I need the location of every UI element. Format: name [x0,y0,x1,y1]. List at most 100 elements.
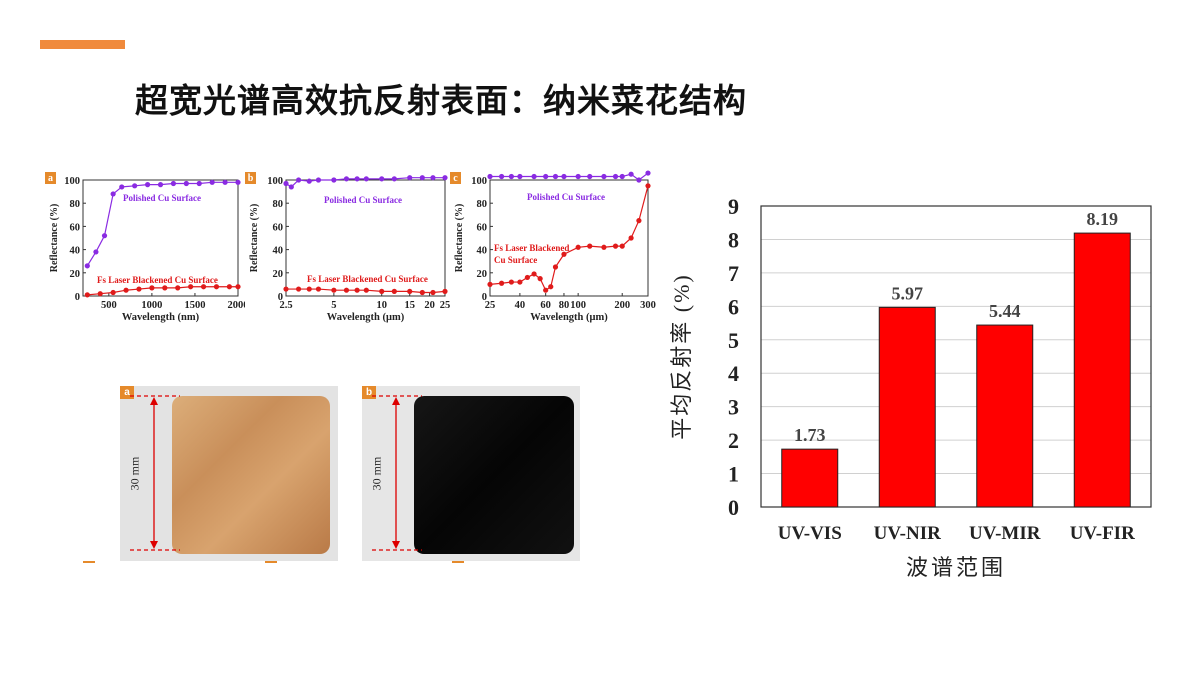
y-tick-label: 80 [273,199,284,210]
x-tick-label: 60 [540,300,551,311]
x-tick-label: 25 [440,300,451,311]
panel-label-box [450,172,461,184]
data-point [601,244,607,250]
data-point [619,173,625,180]
data-point [149,285,155,291]
x-tick-label: UV-FIR [1070,523,1135,544]
data-point [288,184,294,190]
data-point [306,286,312,292]
data-point [363,287,369,293]
data-point [636,177,642,183]
y-axis-label: Reflectance (%) [49,204,60,273]
x-tick-label: 5 [331,300,336,311]
x-tick-label: 100 [570,300,586,311]
data-point [136,286,142,292]
dimension-label-a: 30 mm [127,456,142,491]
panel-label-box [45,172,56,184]
plot-frame [489,179,649,297]
bar-value-label: 8.19 [1087,209,1119,229]
data-point [343,287,350,293]
x-axis-label: Wavelength (μm) [530,312,608,323]
data-point [537,276,543,282]
data-point [213,284,220,290]
data-point [306,178,312,184]
series-annotation: Polished Cu Surface [324,195,402,205]
data-point [84,263,90,269]
data-point [391,288,397,294]
y-axis-label: 平均反射率 (%) [669,273,694,439]
reflectance-chart-a: a 0 20 40 60 80 100 500 1000 1500 2000 Wavelength (… [45,172,245,323]
bar [878,306,936,508]
y-tick-label: 6 [728,294,739,319]
y-tick-label: 5 [728,328,739,353]
bar [976,324,1034,508]
data-point [508,173,514,180]
x-tick-label: 40 [515,300,526,311]
dimension-arrow-b [372,395,422,551]
panel-label-box [245,172,256,184]
x-tick-label: 1000 [141,300,162,311]
average-reflectance-bar-chart: 0 1 2 3 4 5 6 7 8 9 1.73 UV-VIS 5.97 UV-NIR 5.44 UV-MIR… [669,194,1152,580]
data-point [84,292,90,298]
data-point [508,279,514,285]
data-point [628,235,634,241]
x-axis-label: 波谱范围 [906,555,1006,580]
data-point [354,176,360,182]
data-point [363,176,369,182]
data-point [612,173,619,180]
y-tick-label: 80 [70,199,81,210]
data-point [543,287,549,293]
black-plate [414,396,574,554]
data-point [619,243,625,249]
bar-value-label: 5.44 [989,301,1021,321]
data-point [209,179,215,185]
y-tick-label: 0 [75,292,80,303]
data-point [517,173,523,180]
data-point [487,173,493,180]
data-point [552,264,559,270]
data-point [343,176,350,182]
x-tick-label: 10 [376,300,387,311]
x-tick-label: UV-MIR [969,523,1041,544]
data-point [295,286,302,292]
data-point [407,175,413,181]
series-annotation: Fs Laser Blackened Cu Surface [307,274,428,284]
x-tick-label: 20 [424,300,435,311]
dimension-arrow-a [130,395,180,551]
decor-mark [452,561,464,563]
data-point [283,286,289,292]
x-tick-label: 500 [101,300,117,311]
y-tick-label: 40 [70,246,81,257]
data-point [295,177,302,183]
data-point [157,182,164,188]
y-tick-label: 60 [273,222,284,233]
data-point [97,291,103,297]
data-point [487,281,493,287]
y-tick-label: 40 [273,246,284,257]
data-point [162,285,168,291]
x-tick-label: 2.5 [279,300,292,311]
data-point [315,286,322,292]
x-tick-label: 15 [404,300,415,311]
y-tick-label: 60 [70,222,81,233]
data-point [354,287,360,293]
data-point [123,287,129,293]
data-point [587,243,593,249]
data-point [517,279,523,285]
data-point [379,288,385,294]
data-point [119,184,125,190]
data-point [101,233,108,239]
y-tick-label: 8 [728,227,739,252]
y-tick-label: 100 [64,176,80,187]
data-point [188,284,194,290]
y-tick-label: 1 [728,462,739,487]
bar-value-label: 1.73 [794,425,826,445]
y-tick-label: 100 [471,176,487,187]
x-tick-label: 25 [485,300,496,311]
y-axis-label: Reflectance (%) [249,204,260,273]
bar-value-label: 5.97 [892,283,924,303]
data-point [543,173,549,180]
data-point [575,173,581,180]
x-tick-label: UV-VIS [778,523,842,544]
y-tick-label: 0 [728,495,739,520]
